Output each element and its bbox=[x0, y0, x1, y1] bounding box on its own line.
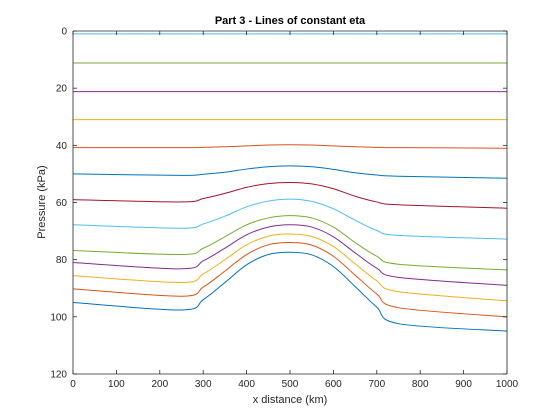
y-tick-label: 0 bbox=[61, 27, 67, 38]
x-tick-label: 0 bbox=[70, 379, 76, 390]
x-tick-label: 800 bbox=[412, 379, 429, 390]
x-tick-label: 300 bbox=[195, 379, 212, 390]
series-line-8 bbox=[72, 198, 508, 240]
series-line-10 bbox=[72, 224, 508, 286]
series-group bbox=[72, 33, 508, 332]
chart-title: Part 3 - Lines of constant eta bbox=[215, 15, 366, 27]
series-line-12 bbox=[72, 242, 508, 318]
x-tick-label: 200 bbox=[151, 379, 168, 390]
y-ticks: 0 20 40 60 80 100 120 bbox=[50, 27, 507, 381]
x-axis-label: x distance (km) bbox=[253, 394, 328, 406]
x-tick-label: 500 bbox=[282, 379, 299, 390]
x-ticks: 0 100 200 300 400 500 600 700 800 900 1000 bbox=[70, 31, 519, 390]
series-line-9 bbox=[72, 215, 508, 271]
series-line-6 bbox=[72, 165, 508, 179]
x-tick-label: 1000 bbox=[496, 379, 519, 390]
x-tick-label: 900 bbox=[455, 379, 472, 390]
y-tick-label: 60 bbox=[56, 198, 68, 209]
y-tick-label: 20 bbox=[56, 84, 68, 95]
x-tick-label: 100 bbox=[108, 379, 125, 390]
series-line-13 bbox=[72, 251, 508, 332]
series-line-5 bbox=[72, 144, 508, 149]
x-tick-label: 400 bbox=[238, 379, 255, 390]
y-tick-label: 40 bbox=[56, 141, 68, 152]
x-tick-label: 600 bbox=[325, 379, 342, 390]
plot-area bbox=[73, 31, 507, 374]
y-tick-label: 100 bbox=[50, 312, 67, 323]
y-tick-label: 120 bbox=[50, 370, 67, 381]
series-line-7 bbox=[72, 181, 508, 209]
series-line-11 bbox=[72, 233, 508, 302]
y-axis-label: Pressure (kPa) bbox=[36, 165, 48, 238]
y-tick-label: 80 bbox=[56, 255, 68, 266]
x-tick-label: 700 bbox=[368, 379, 385, 390]
